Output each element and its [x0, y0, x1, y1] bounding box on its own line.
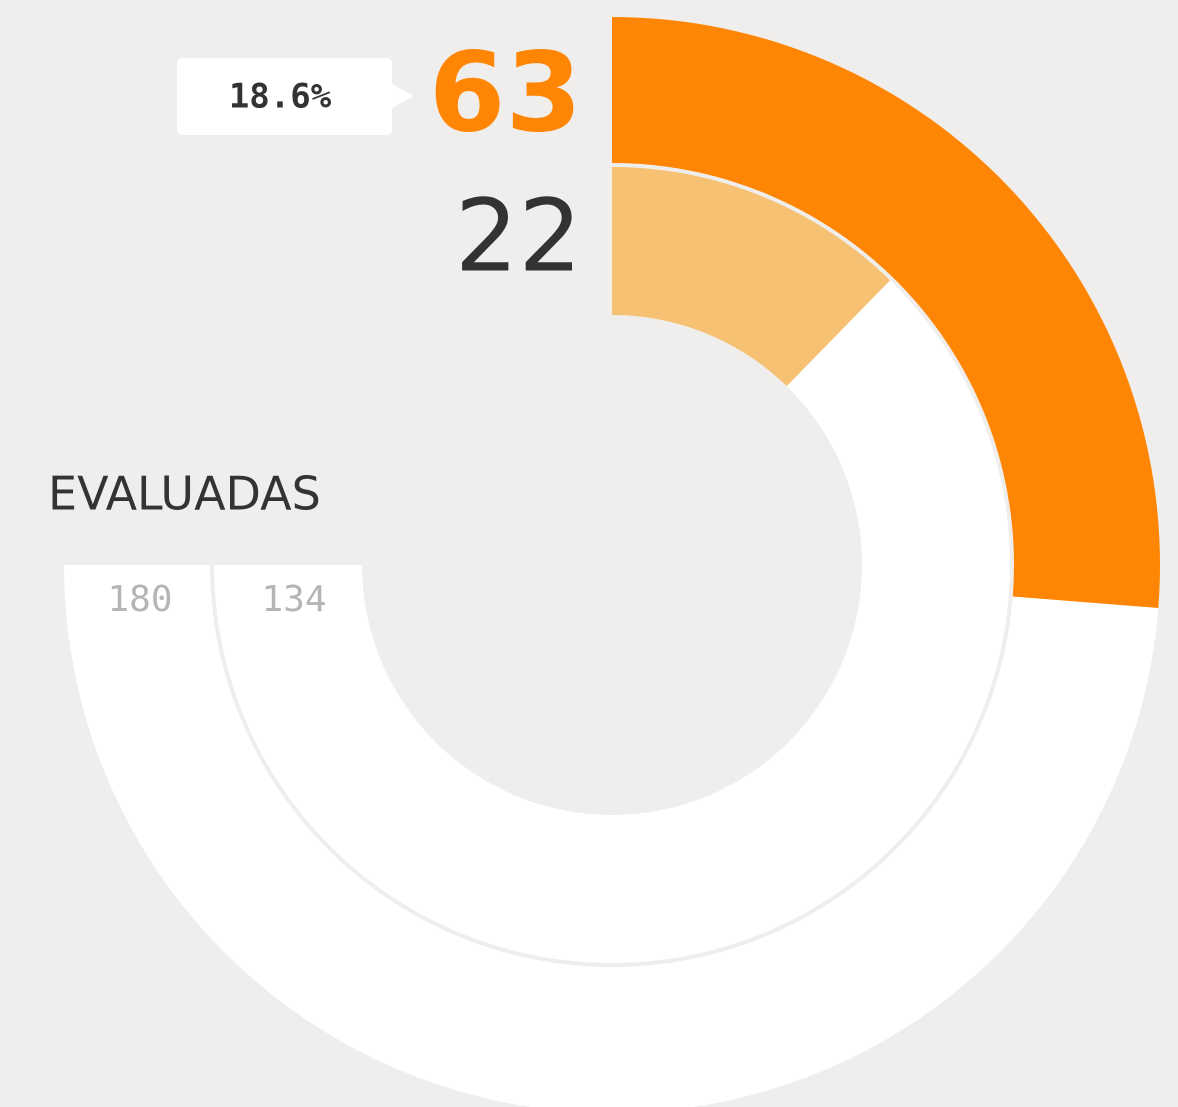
- ring-track: [64, 565, 1159, 1107]
- ring-track: [214, 280, 1010, 964]
- value-label: 63: [429, 28, 582, 156]
- tooltip-text: 18.6%: [229, 77, 332, 117]
- total-label: 180: [107, 579, 172, 620]
- chart-title: EVALUADAS: [48, 467, 321, 521]
- rings: [64, 17, 1160, 1107]
- tooltip-box: [177, 58, 414, 135]
- value-label: 22: [455, 177, 582, 294]
- ring-bar: [612, 17, 1160, 608]
- ring-bar: [612, 167, 891, 387]
- total-label: 134: [261, 579, 326, 620]
